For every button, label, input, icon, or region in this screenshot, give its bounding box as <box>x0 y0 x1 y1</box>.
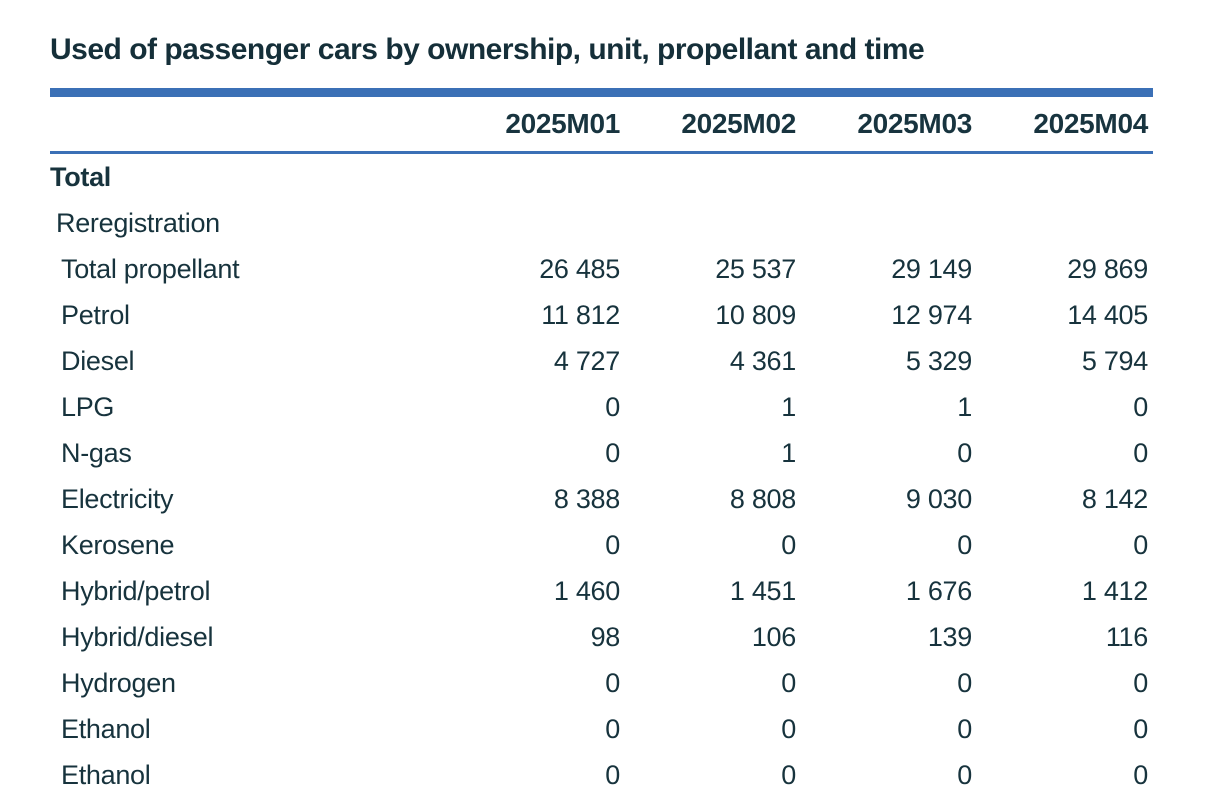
cell-value: 0 <box>1133 529 1148 560</box>
table-row: Total propellant 26 485 25 537 29 149 29 869 <box>50 246 1153 292</box>
cell-value: 0 <box>957 667 972 698</box>
row-label: Total <box>50 161 111 192</box>
column-header: 2025M02 <box>681 108 796 139</box>
cell-value: 0 <box>605 529 620 560</box>
table-row: Reregistration <box>50 200 1153 246</box>
table-row: Diesel 4 727 4 361 5 329 5 794 <box>50 338 1153 384</box>
cell-value: 0 <box>1133 667 1148 698</box>
table-row: Ethanol 0 0 0 0 <box>50 752 1153 798</box>
table-header-row: 2025M01 2025M02 2025M03 2025M04 <box>50 97 1153 154</box>
cell-value: 5 329 <box>905 345 972 376</box>
table-row: Electricity 8 388 8 808 9 030 8 142 <box>50 476 1153 522</box>
cell-value: 98 <box>590 621 621 652</box>
title-accent-bar <box>50 88 1153 97</box>
page: Used of passenger cars by ownership, uni… <box>50 33 1153 798</box>
statistics-table: 2025M01 2025M02 2025M03 2025M04 Total Reregi… <box>50 97 1153 798</box>
cell-value: 4 361 <box>729 345 796 376</box>
cell-value: 0 <box>957 437 972 468</box>
row-label: Hybrid/diesel <box>61 621 214 652</box>
table-row: Hybrid/diesel 98 106 139 116 <box>50 614 1153 660</box>
column-header: 2025M03 <box>857 108 972 139</box>
cell-value: 8 142 <box>1081 483 1148 514</box>
cell-value: 0 <box>957 529 972 560</box>
table-row: Petrol 11 812 10 809 12 974 14 405 <box>50 292 1153 338</box>
table-row: Total <box>50 154 1153 200</box>
row-label: N-gas <box>61 437 132 468</box>
row-label: LPG <box>61 391 115 422</box>
column-header: 2025M04 <box>1033 108 1148 139</box>
row-label: Diesel <box>61 345 135 376</box>
table-body: Total Reregistration Total propellant 26 48… <box>50 154 1153 798</box>
table-row: Hydrogen 0 0 0 0 <box>50 660 1153 706</box>
cell-value: 0 <box>781 667 796 698</box>
column-header: 2025M01 <box>505 108 620 139</box>
table-row: LPG 0 1 1 0 <box>50 384 1153 430</box>
cell-value: 0 <box>957 713 972 744</box>
row-label: Reregistration <box>56 207 220 238</box>
cell-value: 116 <box>1105 621 1148 652</box>
row-label: Hybrid/petrol <box>61 575 211 606</box>
cell-value: 0 <box>605 713 620 744</box>
cell-value: 1 412 <box>1081 575 1148 606</box>
cell-value: 106 <box>751 621 796 652</box>
row-label: Total propellant <box>61 253 240 284</box>
cell-value: 1 460 <box>553 575 620 606</box>
cell-value: 0 <box>1133 759 1148 790</box>
cell-value: 1 676 <box>905 575 972 606</box>
table-row: N-gas 0 1 0 0 <box>50 430 1153 476</box>
cell-value: 29 869 <box>1067 253 1148 284</box>
cell-value: 11 812 <box>541 299 620 330</box>
cell-value: 9 030 <box>905 483 972 514</box>
cell-value: 25 537 <box>715 253 796 284</box>
cell-value: 0 <box>605 391 620 422</box>
cell-value: 0 <box>1133 713 1148 744</box>
cell-value: 26 485 <box>539 253 620 284</box>
row-label: Electricity <box>61 483 174 514</box>
cell-value: 1 <box>781 437 796 468</box>
cell-value: 0 <box>781 759 796 790</box>
row-label: Ethanol <box>61 759 151 790</box>
cell-value: 10 809 <box>715 299 796 330</box>
cell-value: 8 388 <box>553 483 620 514</box>
table-row: Ethanol 0 0 0 0 <box>50 706 1153 752</box>
cell-value: 0 <box>605 437 620 468</box>
cell-value: 0 <box>1133 437 1148 468</box>
page-title: Used of passenger cars by ownership, uni… <box>50 33 925 66</box>
cell-value: 1 451 <box>729 575 796 606</box>
cell-value: 0 <box>605 759 620 790</box>
cell-value: 8 808 <box>729 483 796 514</box>
cell-value: 0 <box>781 529 796 560</box>
cell-value: 14 405 <box>1067 299 1148 330</box>
cell-value: 0 <box>605 667 620 698</box>
cell-value: 29 149 <box>891 253 972 284</box>
table-row: Kerosene 0 0 0 0 <box>50 522 1153 568</box>
cell-value: 12 974 <box>891 299 972 330</box>
cell-value: 1 <box>781 391 796 422</box>
cell-value: 139 <box>927 621 972 652</box>
cell-value: 0 <box>1133 391 1148 422</box>
cell-value: 5 794 <box>1081 345 1148 376</box>
row-label: Kerosene <box>61 529 175 560</box>
row-label: Petrol <box>61 299 130 330</box>
cell-value: 4 727 <box>553 345 620 376</box>
cell-value: 0 <box>957 759 972 790</box>
row-label: Ethanol <box>61 713 151 744</box>
cell-value: 1 <box>957 391 972 422</box>
table-row: Hybrid/petrol 1 460 1 451 1 676 1 412 <box>50 568 1153 614</box>
cell-value: 0 <box>781 713 796 744</box>
row-label: Hydrogen <box>61 667 176 698</box>
